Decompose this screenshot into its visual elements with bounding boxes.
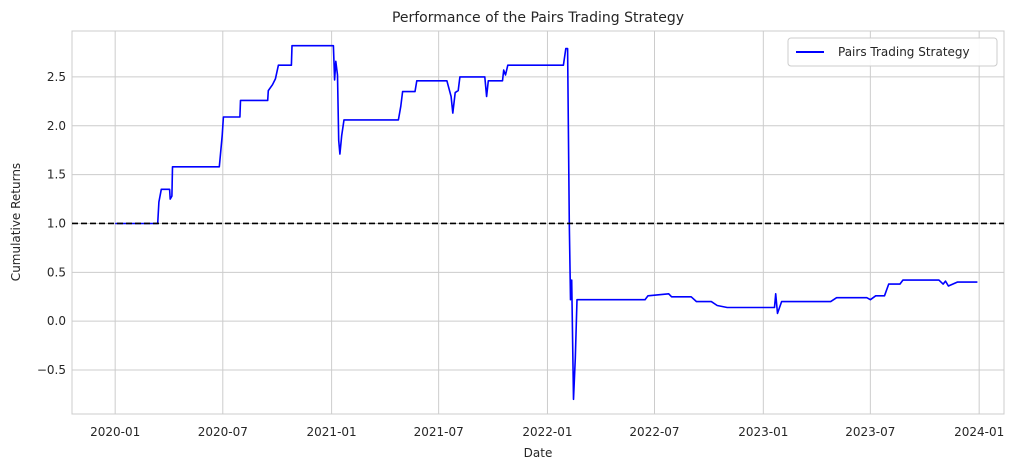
x-tick-labels: 2020-01 2020-07 2021-01 2021-07 2022-01 2022-… xyxy=(90,425,1004,439)
x-tick-label: 2023-07 xyxy=(845,425,895,439)
series-layer xyxy=(115,44,978,401)
y-tick-label: 1.0 xyxy=(47,216,66,230)
x-axis-title: Date xyxy=(524,446,553,460)
x-tick-label: 2020-01 xyxy=(90,425,140,439)
x-tick-label: 2022-01 xyxy=(522,425,572,439)
y-tick-label: −0.5 xyxy=(37,363,66,377)
legend-label: Pairs Trading Strategy xyxy=(838,45,970,59)
x-tick-label: 2022-07 xyxy=(629,425,679,439)
x-tick-label: 2024-01 xyxy=(954,425,1004,439)
y-tick-label: 2.5 xyxy=(47,70,66,84)
x-tick-label: 2021-07 xyxy=(414,425,464,439)
legend-box xyxy=(787,37,998,67)
y-axis-title: Cumulative Returns xyxy=(9,163,23,281)
y-tick-label: 2.0 xyxy=(47,119,66,133)
legend: Pairs Trading Strategy xyxy=(787,37,998,67)
plot-area xyxy=(71,30,1005,415)
x-tick-label: 2023-01 xyxy=(738,425,788,439)
y-tick-label: 0.5 xyxy=(47,265,66,279)
x-tick-label: 2020-07 xyxy=(198,425,248,439)
y-tick-label: 1.5 xyxy=(47,168,66,182)
x-tick-label: 2021-01 xyxy=(307,425,357,439)
series-line-pairs-trading-strategy xyxy=(115,44,978,401)
y-tick-label: 0.0 xyxy=(47,314,66,328)
y-tick-labels: −0.5 0.0 0.5 1.0 1.5 2.0 2.5 xyxy=(37,70,66,377)
chart-title: Performance of the Pairs Trading Strateg… xyxy=(392,10,684,26)
